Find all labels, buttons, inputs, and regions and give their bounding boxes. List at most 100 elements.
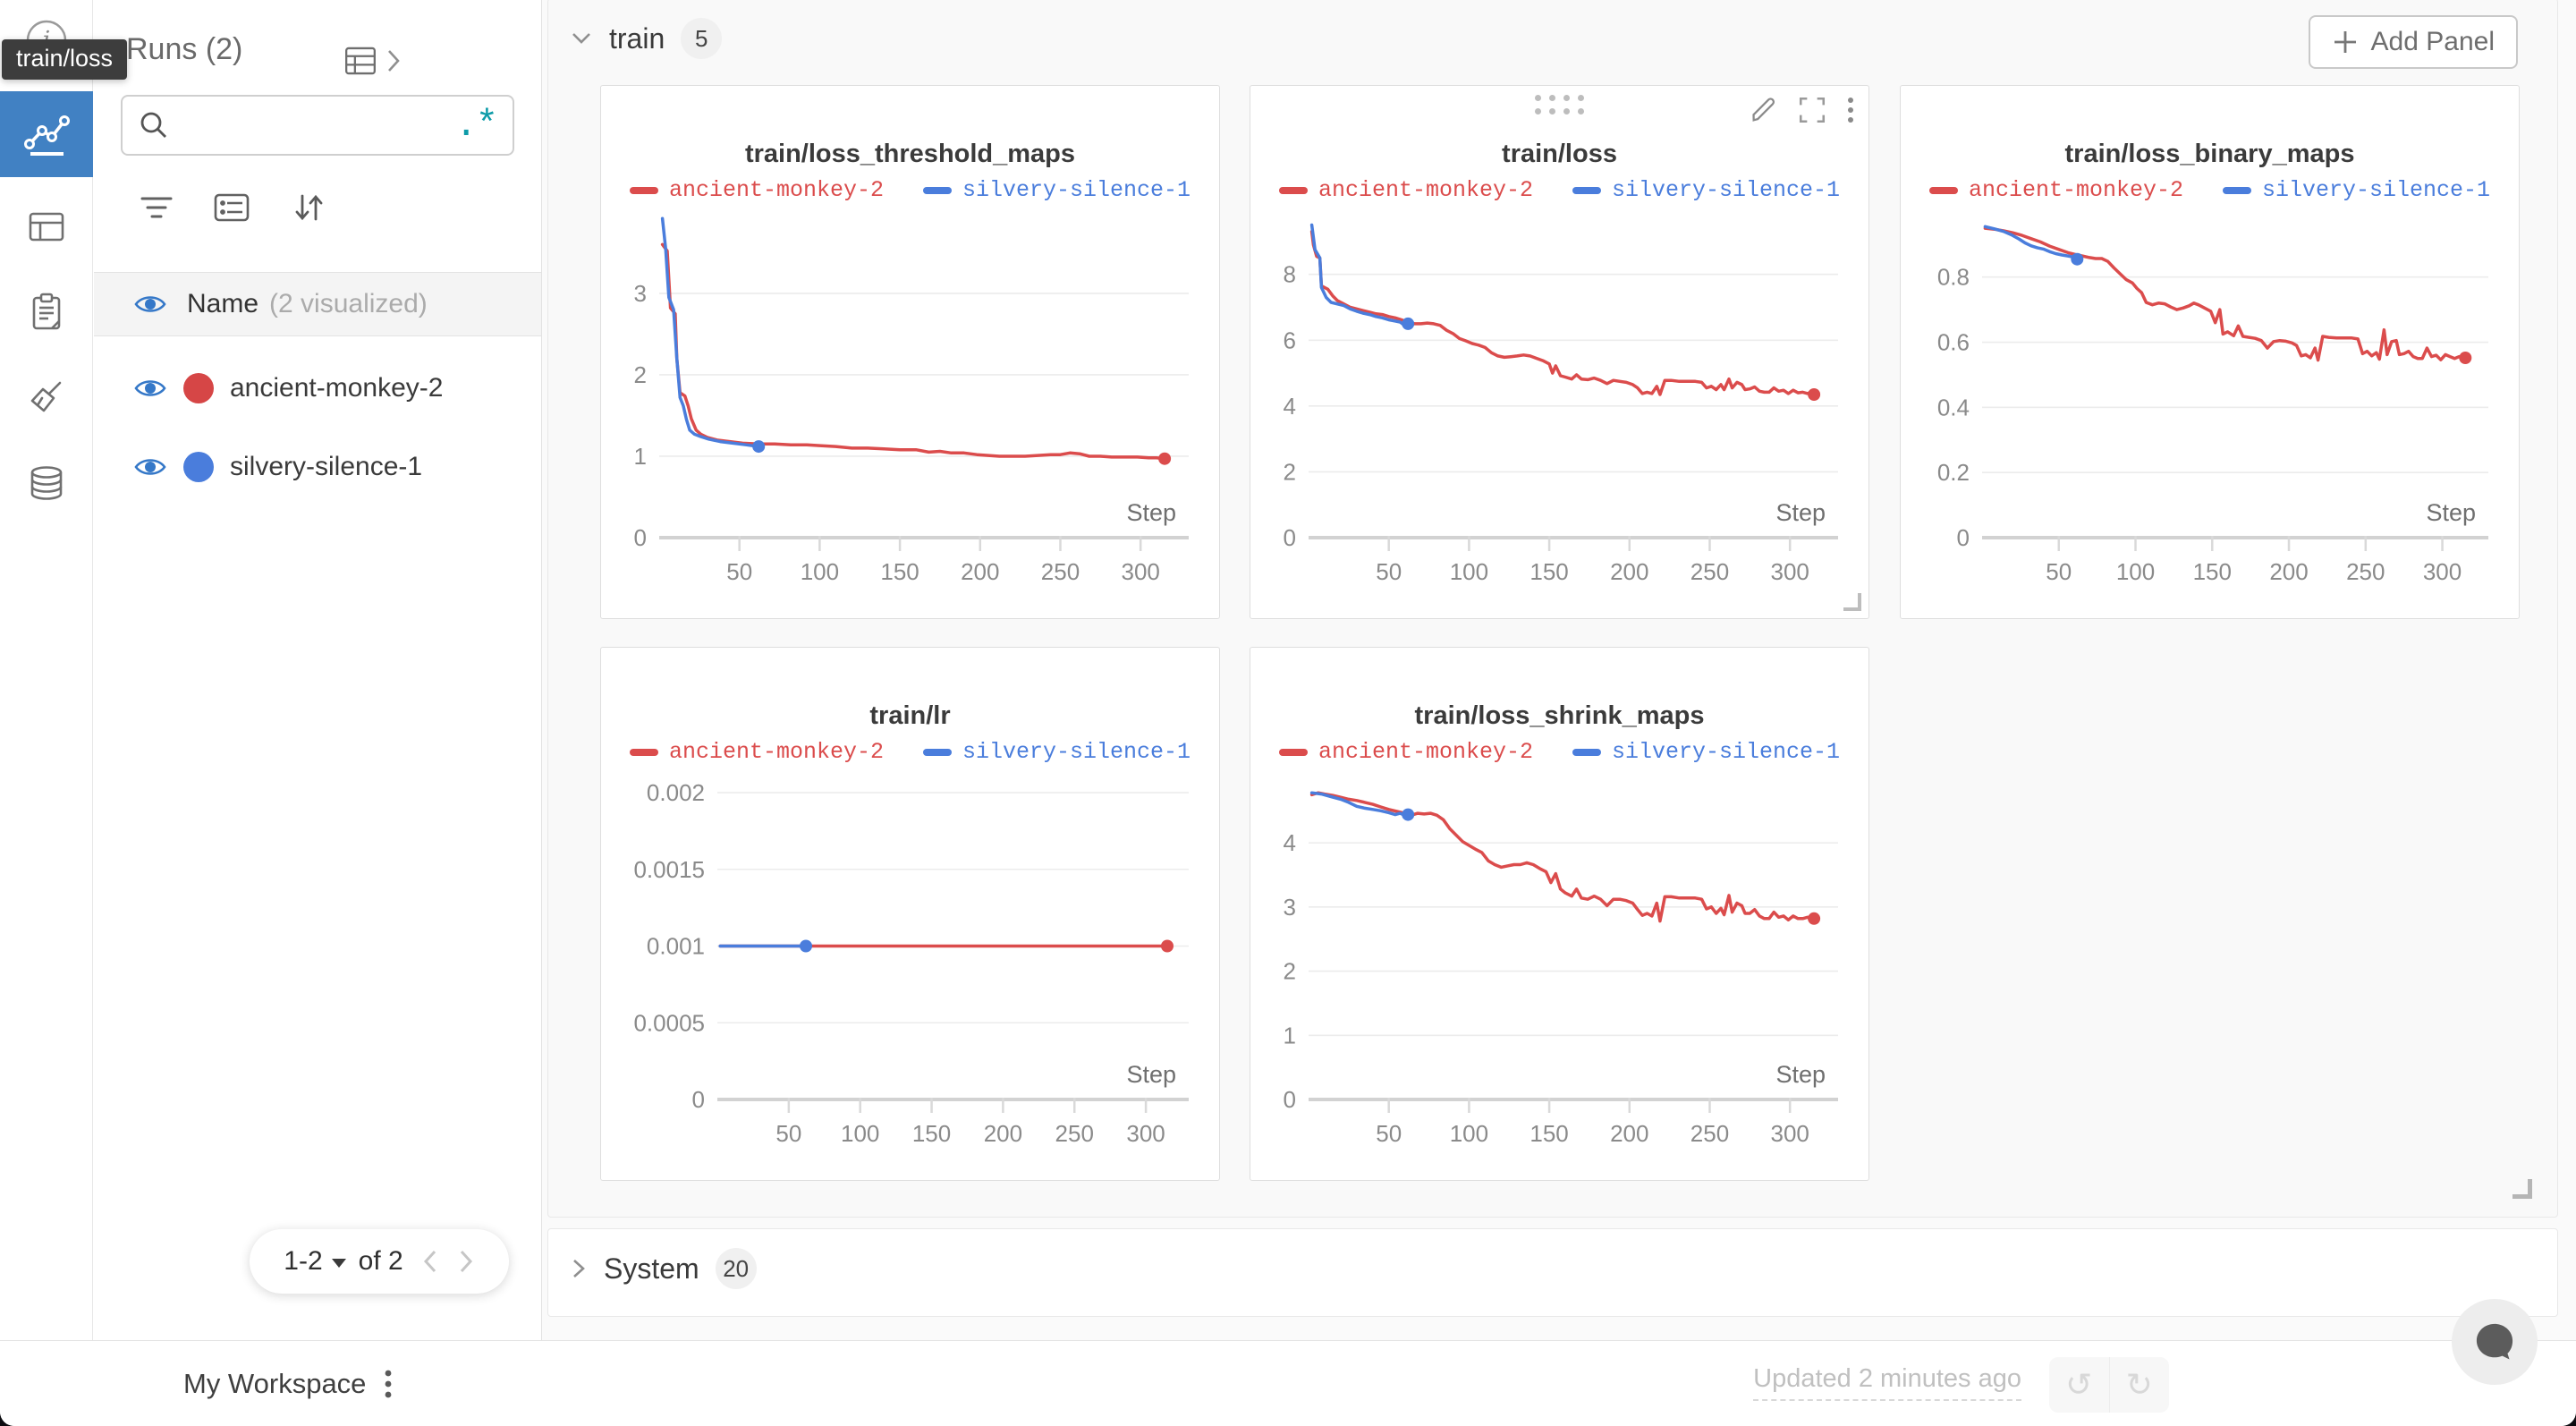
eye-icon[interactable]	[133, 454, 167, 480]
legend-swatch-icon	[1928, 186, 1958, 194]
clipboard-icon	[32, 293, 61, 330]
panel-resize-handle[interactable]	[1843, 593, 1861, 611]
regex-toggle-icon[interactable]: .*	[454, 104, 498, 147]
eye-icon[interactable]	[133, 292, 167, 317]
prev-page-button[interactable]	[421, 1248, 439, 1275]
chart-plot-area[interactable]: 0 1 2 3 4 50 100 150 200 250 300 Step	[1250, 648, 1868, 1180]
svg-text:50: 50	[1376, 1120, 1402, 1147]
svg-text:300: 300	[1126, 1120, 1165, 1147]
section-label[interactable]: train	[609, 21, 665, 55]
chart-panel[interactable]: train/loss_shrink_maps ancient-monkey-2 …	[1250, 647, 1869, 1181]
run-row[interactable]: ancient-monkey-2	[94, 356, 541, 420]
svg-text:100: 100	[2116, 558, 2155, 585]
svg-text:1: 1	[1284, 1022, 1296, 1048]
page-size-caret-icon[interactable]	[331, 1259, 346, 1268]
legend-item: ancient-monkey-2	[1278, 739, 1533, 765]
next-page-button[interactable]	[457, 1248, 475, 1275]
kebab-menu-icon[interactable]	[384, 1369, 393, 1399]
sidebar-item-logs[interactable]	[24, 290, 69, 335]
sidebar-item-table[interactable]	[24, 204, 69, 249]
filter-button[interactable]	[135, 188, 178, 227]
legend-label: silvery-silence-1	[1612, 739, 1841, 765]
chart-plot-area[interactable]: 0 0.2 0.4 0.6 0.8 50 100 150 200 250 300 Step	[1901, 86, 2519, 618]
sidebar-item-artifacts[interactable]	[24, 462, 69, 506]
chart-panel[interactable]: train/loss_threshold_maps ancient-monkey…	[600, 85, 1220, 619]
svg-text:Step: Step	[1775, 1061, 1826, 1088]
svg-text:250: 250	[2346, 558, 2385, 585]
svg-text:50: 50	[726, 558, 752, 585]
search-input[interactable]	[182, 110, 455, 140]
run-name[interactable]: ancient-monkey-2	[230, 373, 444, 403]
display-options-button[interactable]	[210, 188, 253, 227]
filter-icon	[140, 197, 173, 218]
chart-plot-area[interactable]: 0 0.0005 0.001 0.0015 0.002 50 100 150 200 250 300…	[601, 648, 1219, 1180]
undo-button[interactable]: ↺	[2065, 1366, 2093, 1403]
svg-text:150: 150	[880, 558, 919, 585]
updated-status[interactable]: Updated 2 minutes ago	[1753, 1364, 2021, 1401]
legend-swatch-icon	[1572, 748, 1601, 756]
sidebar-item-sweeps[interactable]	[24, 376, 69, 420]
chart-legend: ancient-monkey-2 silvery-silence-1	[1250, 177, 1868, 203]
edit-pencil-icon[interactable]	[1749, 95, 1779, 125]
chart-panel[interactable]: train/loss_binary_maps ancient-monkey-2 …	[1900, 85, 2520, 619]
chart-panel[interactable]: train/loss ancient-monkey-2 silvery-sile…	[1250, 85, 1869, 619]
chart-plot-area[interactable]: 0 1 2 3 50 100 150 200 250 300 Step	[601, 86, 1219, 618]
svg-text:50: 50	[1376, 558, 1402, 585]
svg-text:Step: Step	[1126, 499, 1176, 526]
legend-item: silvery-silence-1	[1572, 177, 1840, 203]
svg-text:1: 1	[634, 443, 647, 470]
svg-text:2: 2	[634, 361, 647, 388]
legend-swatch-icon	[2223, 186, 2251, 194]
open-runs-table-button[interactable]	[341, 41, 402, 81]
chart-plot-area[interactable]: 0 2 4 6 8 50 100 150 200 250 300 Step	[1250, 86, 1868, 618]
svg-text:0.4: 0.4	[1937, 394, 1970, 420]
svg-text:0: 0	[1284, 524, 1296, 551]
system-section-header[interactable]: System 20	[548, 1229, 2557, 1308]
train-section: train 5 Add Panel train/loss_threshold_m…	[547, 0, 2558, 1218]
legend-item: ancient-monkey-2	[1278, 177, 1533, 203]
broom-icon	[30, 381, 62, 412]
page-range[interactable]: 1-2	[284, 1246, 323, 1276]
chevron-right-icon[interactable]	[570, 1257, 588, 1280]
svg-text:4: 4	[1284, 393, 1296, 420]
svg-text:300: 300	[1770, 1120, 1809, 1147]
svg-text:100: 100	[841, 1120, 879, 1147]
legend-label: ancient-monkey-2	[1968, 177, 2183, 203]
chart-panel[interactable]: train/lr ancient-monkey-2 silvery-silenc…	[600, 647, 1220, 1181]
help-chat-button[interactable]	[2452, 1299, 2538, 1385]
chevron-down-icon[interactable]	[570, 30, 593, 47]
name-column-label: Name	[187, 289, 259, 318]
svg-text:0.0015: 0.0015	[633, 856, 705, 883]
chart-legend: ancient-monkey-2 silvery-silence-1	[1901, 177, 2519, 203]
svg-text:4: 4	[1284, 829, 1296, 856]
section-resize-handle[interactable]	[2512, 1179, 2532, 1199]
train-section-header[interactable]: train 5	[548, 0, 2557, 78]
chat-bubble-icon	[2476, 1323, 2513, 1360]
runs-panel-title: Runs (2)	[126, 32, 243, 66]
workspace-switcher[interactable]: My Workspace	[183, 1341, 393, 1426]
run-search-box[interactable]: .*	[121, 95, 514, 156]
svg-text:250: 250	[1041, 558, 1080, 585]
legend-item: ancient-monkey-2	[629, 177, 884, 203]
fullscreen-icon[interactable]	[1797, 95, 1827, 125]
redo-button[interactable]: ↻	[2108, 1357, 2170, 1413]
runs-name-header-row[interactable]: Name (2 visualized)	[94, 272, 541, 336]
svg-text:250: 250	[1690, 558, 1729, 585]
legend-swatch-icon	[923, 186, 952, 194]
run-row[interactable]: silvery-silence-1	[94, 435, 541, 499]
legend-item: silvery-silence-1	[923, 739, 1191, 765]
workspace-label[interactable]: My Workspace	[183, 1368, 367, 1399]
drag-handle-icon[interactable]	[1535, 95, 1584, 115]
run-name[interactable]: silvery-silence-1	[230, 452, 423, 481]
svg-text:250: 250	[1690, 1120, 1729, 1147]
section-label[interactable]: System	[604, 1252, 699, 1285]
eye-icon[interactable]	[133, 376, 167, 401]
pagination: 1-2 of 2	[250, 1229, 509, 1294]
sort-button[interactable]	[287, 188, 330, 227]
bottom-bar: My Workspace Updated 2 minutes ago ↺ ↻	[0, 1340, 2576, 1426]
svg-text:2: 2	[1284, 958, 1296, 985]
add-panel-button[interactable]: Add Panel	[2308, 15, 2518, 69]
sidebar-item-charts[interactable]	[0, 91, 93, 177]
svg-text:200: 200	[1610, 1120, 1648, 1147]
kebab-menu-icon[interactable]	[1845, 95, 1856, 125]
